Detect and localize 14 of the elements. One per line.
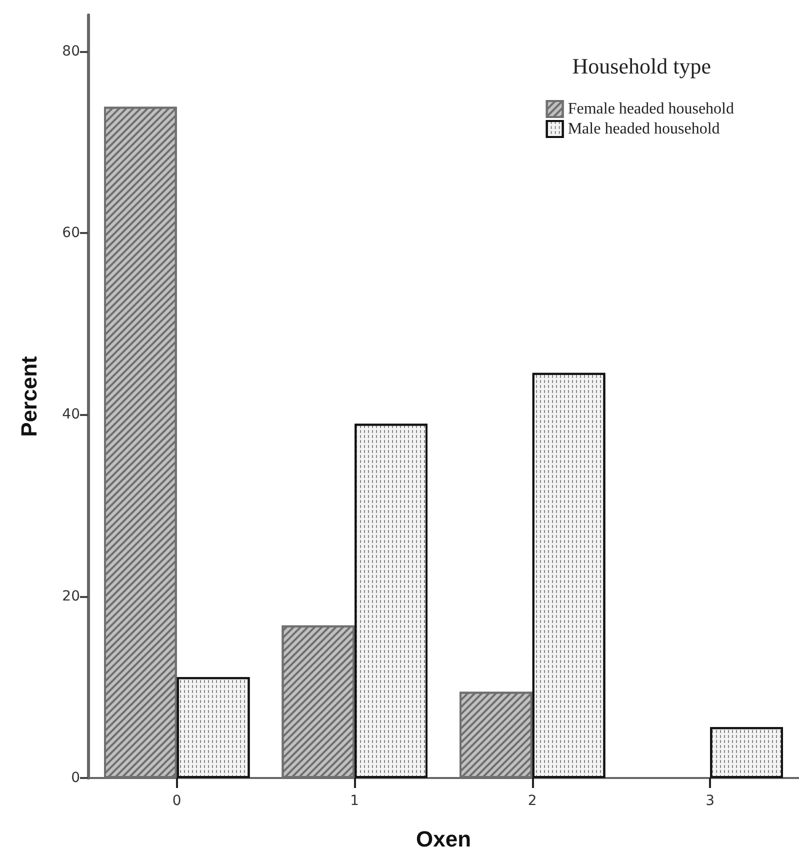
y-tick-label: 0 xyxy=(71,770,80,786)
legend-label: Male headed household xyxy=(568,120,720,138)
legend-title: Household type xyxy=(572,54,711,78)
y-tick-label: 80 xyxy=(62,43,80,60)
y-tick-label: 60 xyxy=(62,225,80,241)
y-tick-label: 40 xyxy=(62,406,80,423)
x-tick-label: 2 xyxy=(528,793,537,809)
legend-label: Female headed household xyxy=(568,100,734,118)
x-tick-label: 0 xyxy=(172,793,182,809)
x-tick-label: 3 xyxy=(706,793,715,809)
x-axis-title: Oxen xyxy=(416,826,472,852)
y-tick-label: 20 xyxy=(62,588,80,604)
x-tick-label: 1 xyxy=(350,793,360,809)
y-axis-title: Percent xyxy=(16,355,42,437)
